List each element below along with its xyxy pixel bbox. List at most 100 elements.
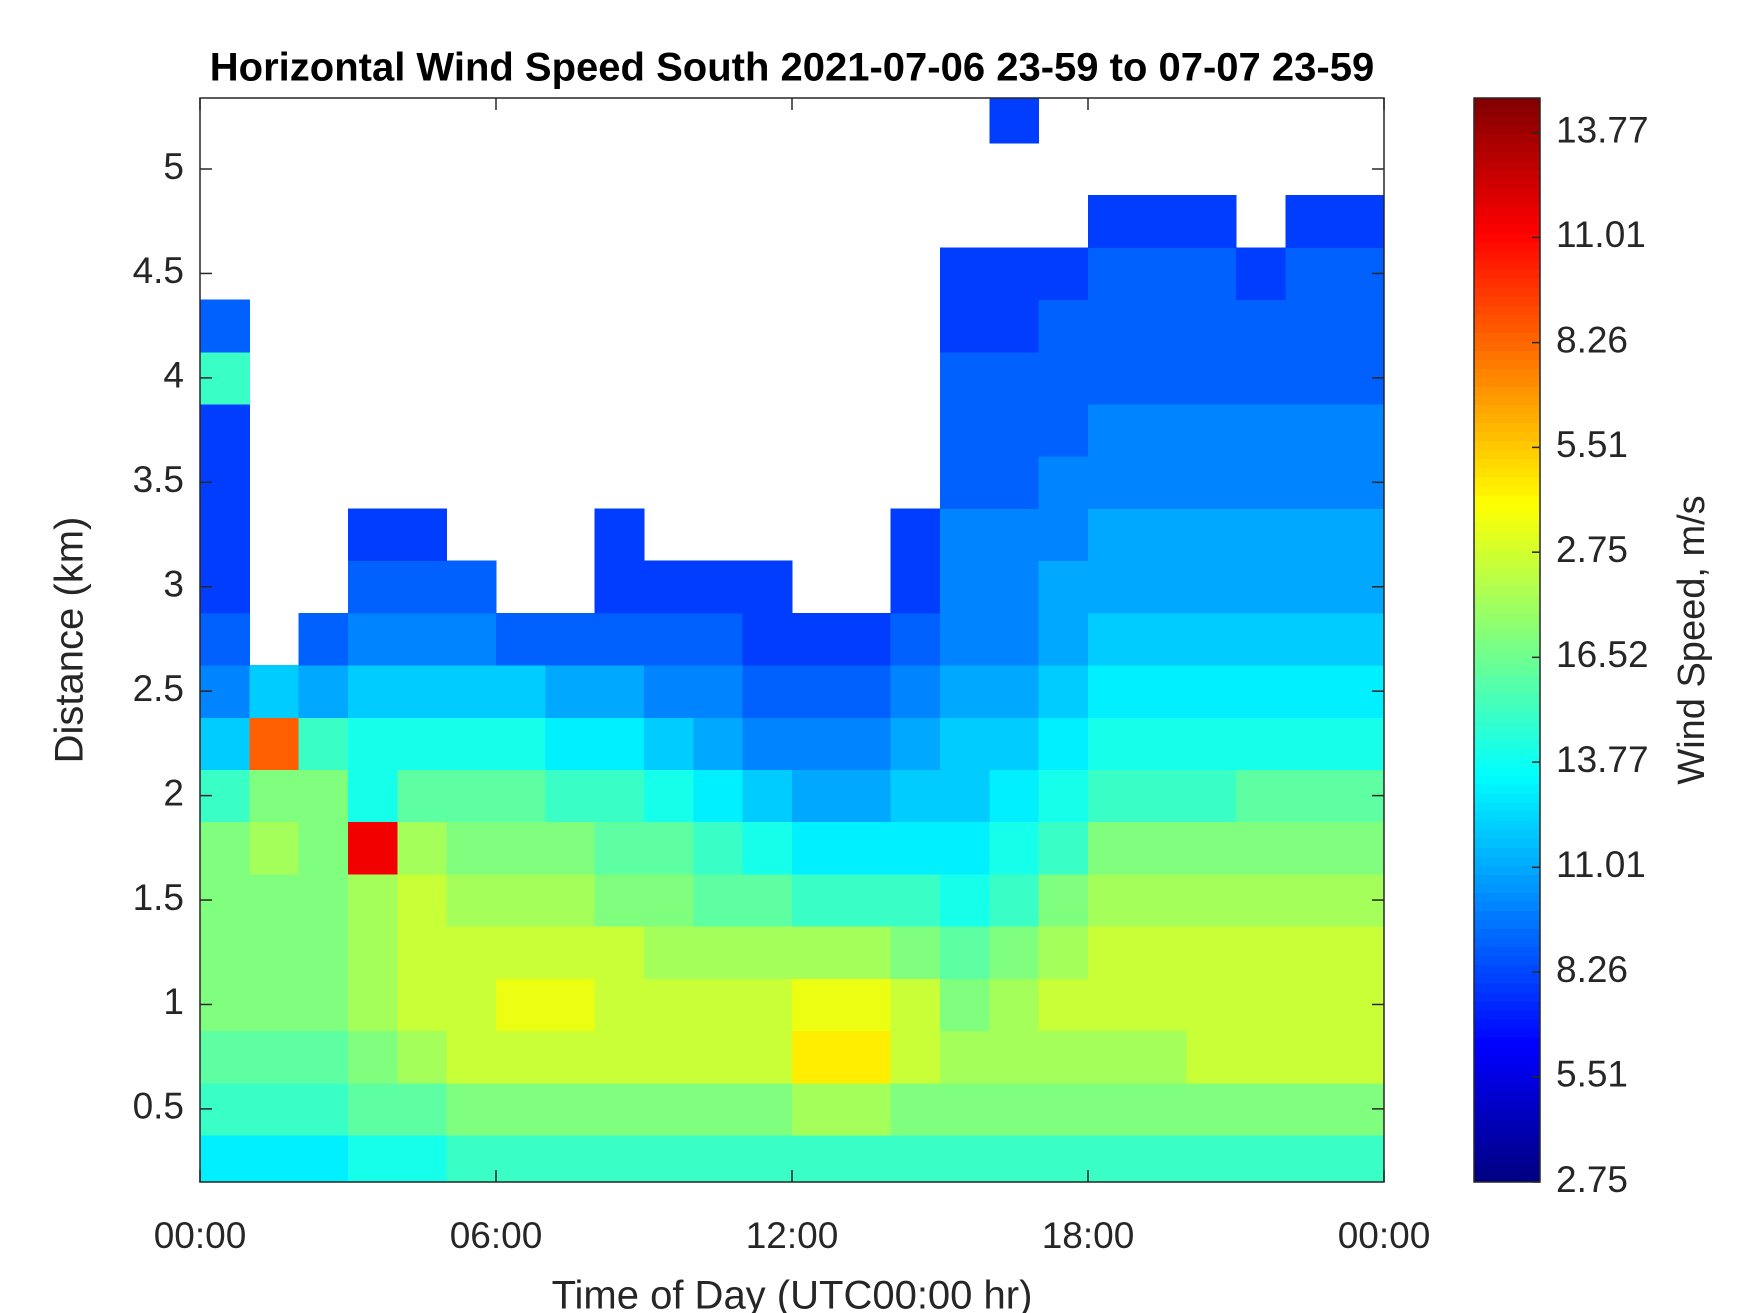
heatmap-cell — [1236, 508, 1286, 562]
heatmap-cell — [1236, 873, 1286, 927]
colorbar-swatch — [1474, 730, 1540, 740]
colorbar-swatch — [1474, 567, 1540, 578]
heatmap-cell — [397, 769, 448, 823]
colorbar-swatch — [1474, 766, 1540, 777]
heatmap-cell — [496, 978, 546, 1032]
heatmap-cell — [940, 1082, 990, 1136]
colorbar-swatch — [1474, 784, 1540, 795]
colorbar-swatch — [1474, 125, 1540, 135]
heatmap-cell — [446, 665, 497, 718]
colorbar-swatch — [1474, 305, 1540, 316]
heatmap-cell — [644, 821, 694, 875]
heatmap-cell — [1186, 978, 1237, 1032]
heatmap-cell — [1285, 717, 1336, 770]
heatmap-cell — [792, 821, 842, 875]
colorbar-swatch — [1474, 531, 1540, 542]
colorbar-frame — [1473, 97, 1541, 1183]
x-tick-label: 12:00 — [746, 1215, 839, 1256]
y-tick-label: 1 — [163, 981, 184, 1022]
colorbar-swatch — [1474, 820, 1540, 831]
colorbar-swatch — [1474, 1082, 1540, 1093]
heatmap-cell — [1236, 665, 1286, 718]
heatmap-cell — [1334, 195, 1384, 248]
heatmap-cell — [496, 821, 546, 875]
heatmap-cell — [1038, 978, 1089, 1032]
heatmap-cell — [446, 926, 497, 979]
heatmap-cell — [397, 926, 448, 979]
heatmap-cell — [940, 299, 990, 353]
heatmap-cell — [841, 769, 892, 823]
colorbar-swatch — [1474, 992, 1540, 1002]
colorbar-swatch — [1474, 98, 1540, 108]
colorbar-swatch — [1474, 793, 1540, 804]
colorbar-swatch — [1474, 170, 1540, 180]
colorbar-swatch — [1474, 260, 1540, 271]
heatmap-cell — [1236, 1030, 1286, 1084]
heatmap-cell — [348, 717, 398, 770]
colorbar-swatch — [1474, 152, 1540, 162]
colorbar-swatch — [1474, 1010, 1540, 1020]
heatmap-cell — [545, 665, 596, 718]
x-tick-label: 00:00 — [1338, 1215, 1431, 1256]
heatmap-cell — [200, 1135, 250, 1182]
colorbar-swatch — [1474, 856, 1540, 867]
heatmap-cell — [1186, 247, 1237, 301]
heatmap-cell — [348, 1030, 398, 1084]
colorbar-swatch — [1474, 1172, 1540, 1183]
colorbar-tick-label: 13.77 — [1556, 739, 1649, 780]
heatmap-cell — [348, 873, 398, 927]
colorbar-swatch — [1474, 1163, 1540, 1174]
colorbar-swatch — [1474, 179, 1540, 189]
heatmap-cell — [1137, 195, 1188, 248]
heatmap-cell — [1186, 351, 1237, 405]
heatmap-cell — [1334, 926, 1384, 979]
heatmap-cell — [792, 978, 842, 1032]
heatmap-cell — [890, 1135, 941, 1182]
heatmap-cell — [1038, 1082, 1089, 1136]
colorbar-label: Wind Speed, m/s — [1671, 495, 1713, 784]
colorbar-swatch — [1474, 314, 1540, 325]
heatmap-cell — [594, 717, 645, 770]
heatmap-cell — [989, 351, 1040, 405]
heatmap-cell — [1334, 1030, 1384, 1084]
heatmap-cell — [298, 1030, 349, 1084]
chart-title: Horizontal Wind Speed South 2021-07-06 2… — [210, 46, 1374, 90]
heatmap-cell — [1137, 873, 1188, 927]
heatmap-cell — [298, 926, 349, 979]
heatmap-cell — [1038, 1030, 1089, 1084]
colorbar-swatch — [1474, 630, 1540, 641]
heatmap-cell — [1186, 508, 1237, 562]
colorbar-swatch — [1474, 1046, 1540, 1057]
y-tick-label: 4 — [163, 355, 184, 396]
heatmap-cell — [496, 926, 546, 979]
heatmap-cell — [989, 1082, 1040, 1136]
heatmap-cell — [1236, 299, 1286, 353]
heatmap-cell — [1088, 560, 1138, 614]
heatmap-cell — [693, 1135, 744, 1182]
heatmap-cell — [693, 978, 744, 1032]
heatmap-cell — [989, 769, 1040, 823]
heatmap-cell — [249, 1030, 300, 1084]
heatmap-cell — [545, 1082, 596, 1136]
heatmap-cell — [841, 1082, 892, 1136]
heatmap-cell — [200, 508, 250, 562]
heatmap-cell — [249, 769, 300, 823]
colorbar-swatch — [1474, 161, 1540, 171]
heatmap-cell — [496, 1030, 546, 1084]
heatmap-cell — [594, 926, 645, 979]
colorbar-swatch — [1474, 224, 1540, 235]
heatmap-cell — [1137, 456, 1188, 509]
heatmap-cell — [1038, 821, 1089, 875]
heatmap-cell — [644, 1030, 694, 1084]
heatmap-cell — [940, 717, 990, 770]
heatmap-cell — [200, 299, 250, 353]
heatmap-cell — [594, 1082, 645, 1136]
colorbar-swatch — [1474, 143, 1540, 153]
colorbar-swatch — [1474, 603, 1540, 614]
heatmap-cell — [1285, 560, 1336, 614]
heatmap-cell — [1186, 926, 1237, 979]
colorbar-tick-label: 2.75 — [1556, 529, 1628, 570]
colorbar-swatch — [1474, 576, 1540, 587]
heatmap-cell — [545, 1135, 596, 1182]
heatmap-cell — [545, 1030, 596, 1084]
